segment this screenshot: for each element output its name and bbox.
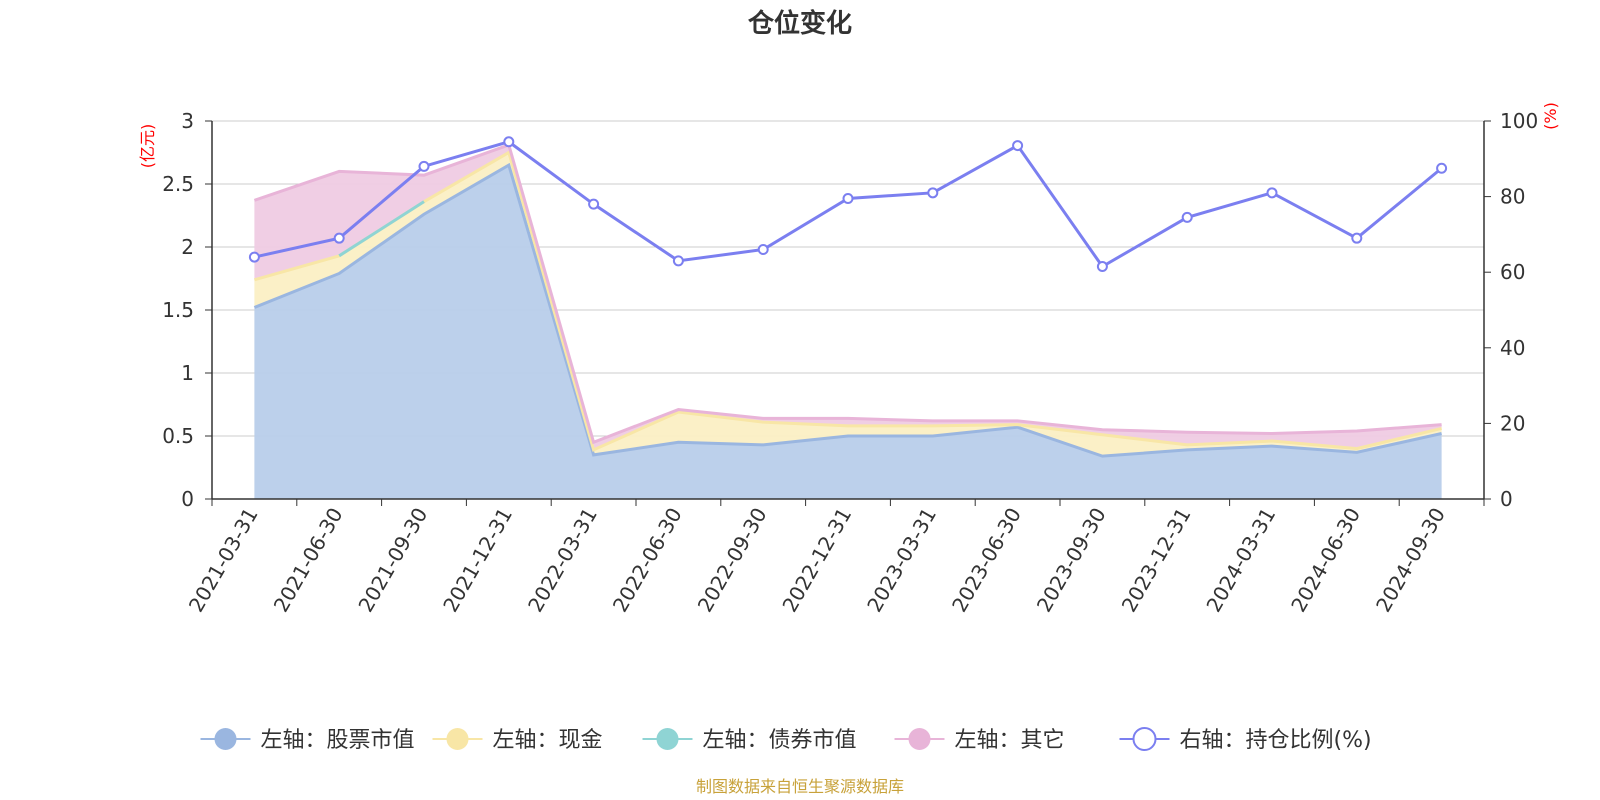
area-series-0: [254, 165, 1442, 499]
ratio-point: [672, 255, 684, 267]
x-tick-label: 2021-06-30: [269, 504, 348, 617]
right-tick-label: 40: [1500, 336, 1525, 360]
ratio-point: [842, 192, 854, 204]
ratio-point: [503, 136, 515, 148]
ratio-point: [1181, 211, 1193, 223]
ratio-point: [1266, 187, 1278, 199]
legend-marker: [908, 728, 931, 750]
left-tick-label: 1: [181, 361, 194, 385]
right-tick-label: 60: [1500, 260, 1525, 284]
stacked-areas: [254, 144, 1442, 499]
ratio-point: [927, 187, 939, 199]
right-tick-label: 80: [1500, 185, 1525, 209]
x-tick-label: 2022-03-31: [523, 504, 602, 617]
x-tick-label: 2023-03-31: [862, 504, 941, 617]
ratio-point: [1096, 261, 1108, 273]
legend-item: 右轴：持仓比例(%): [1119, 727, 1372, 753]
left-tick-label: 1.5: [162, 298, 194, 322]
legend-marker: [656, 728, 679, 750]
data-source-note: 制图数据来自恒生聚源数据库: [696, 777, 904, 796]
x-tick-label: 2022-09-30: [693, 504, 772, 617]
x-tick-label: 2023-12-31: [1117, 504, 1196, 617]
left-tick-label: 2: [181, 235, 194, 259]
line-series-3: [253, 142, 1442, 445]
left-tick-label: 0: [181, 487, 194, 511]
right-tick-label: 0: [1500, 487, 1513, 511]
x-tick-label: 2021-12-31: [438, 504, 517, 617]
ratio-point: [1436, 162, 1448, 174]
legend-label: 左轴：现金: [493, 728, 603, 753]
legend-label: 左轴：债券市值: [703, 728, 857, 753]
ratio-point: [588, 198, 600, 210]
left-tick-label: 0.5: [162, 424, 194, 448]
x-tick-label: 2022-06-30: [608, 504, 687, 617]
ratio-point: [1012, 140, 1024, 152]
x-tick-label: 2024-09-30: [1371, 504, 1450, 617]
x-tick-label: 2023-06-30: [947, 504, 1026, 617]
left-tick-label: 2.5: [162, 172, 194, 196]
x-tick-label: 2022-12-31: [777, 504, 856, 617]
x-tick-label: 2023-09-30: [1032, 504, 1111, 617]
chart-title: 仓位变化: [747, 8, 852, 39]
legend-item: 左轴：现金: [432, 728, 603, 753]
ratio-point: [248, 251, 260, 263]
legend-item: 左轴：其它: [894, 728, 1065, 753]
legend: 左轴：股票市值 左轴：现金 左轴：债券市值 左轴：其它 右轴：持仓比例(%): [200, 727, 1372, 753]
legend-marker: [214, 728, 237, 750]
area-series-3: [254, 144, 1442, 450]
right-tick-label: 100: [1500, 109, 1538, 133]
x-tick-label: 2024-06-30: [1286, 504, 1365, 617]
legend-item: 左轴：债券市值: [642, 728, 857, 753]
x-tick-label: 2024-03-31: [1201, 504, 1280, 617]
left-axis-unit: (亿元): [138, 124, 157, 169]
x-tick-label: 2021-03-31: [184, 504, 263, 617]
right-axis-unit: (%): [1541, 102, 1560, 130]
legend-item: 左轴：股票市值: [200, 728, 415, 753]
legend-label: 右轴：持仓比例(%): [1180, 728, 1372, 753]
ratio-point: [757, 244, 769, 256]
left-tick-label: 3: [181, 109, 194, 133]
line-series-0: [253, 162, 1442, 458]
line-series-1: [253, 150, 1442, 452]
legend-marker: [1132, 727, 1157, 751]
x-tick-label: 2021-09-30: [353, 504, 432, 617]
ratio-point: [1351, 232, 1363, 244]
ratio-point: [333, 232, 345, 244]
ratio-points: [248, 136, 1448, 273]
legend-label: 左轴：其它: [955, 728, 1065, 753]
ratio-point: [418, 160, 430, 172]
legend-marker: [446, 728, 469, 750]
legend-label: 左轴：股票市值: [261, 728, 415, 753]
right-tick-label: 20: [1500, 411, 1525, 435]
line-series-2: [338, 200, 425, 258]
